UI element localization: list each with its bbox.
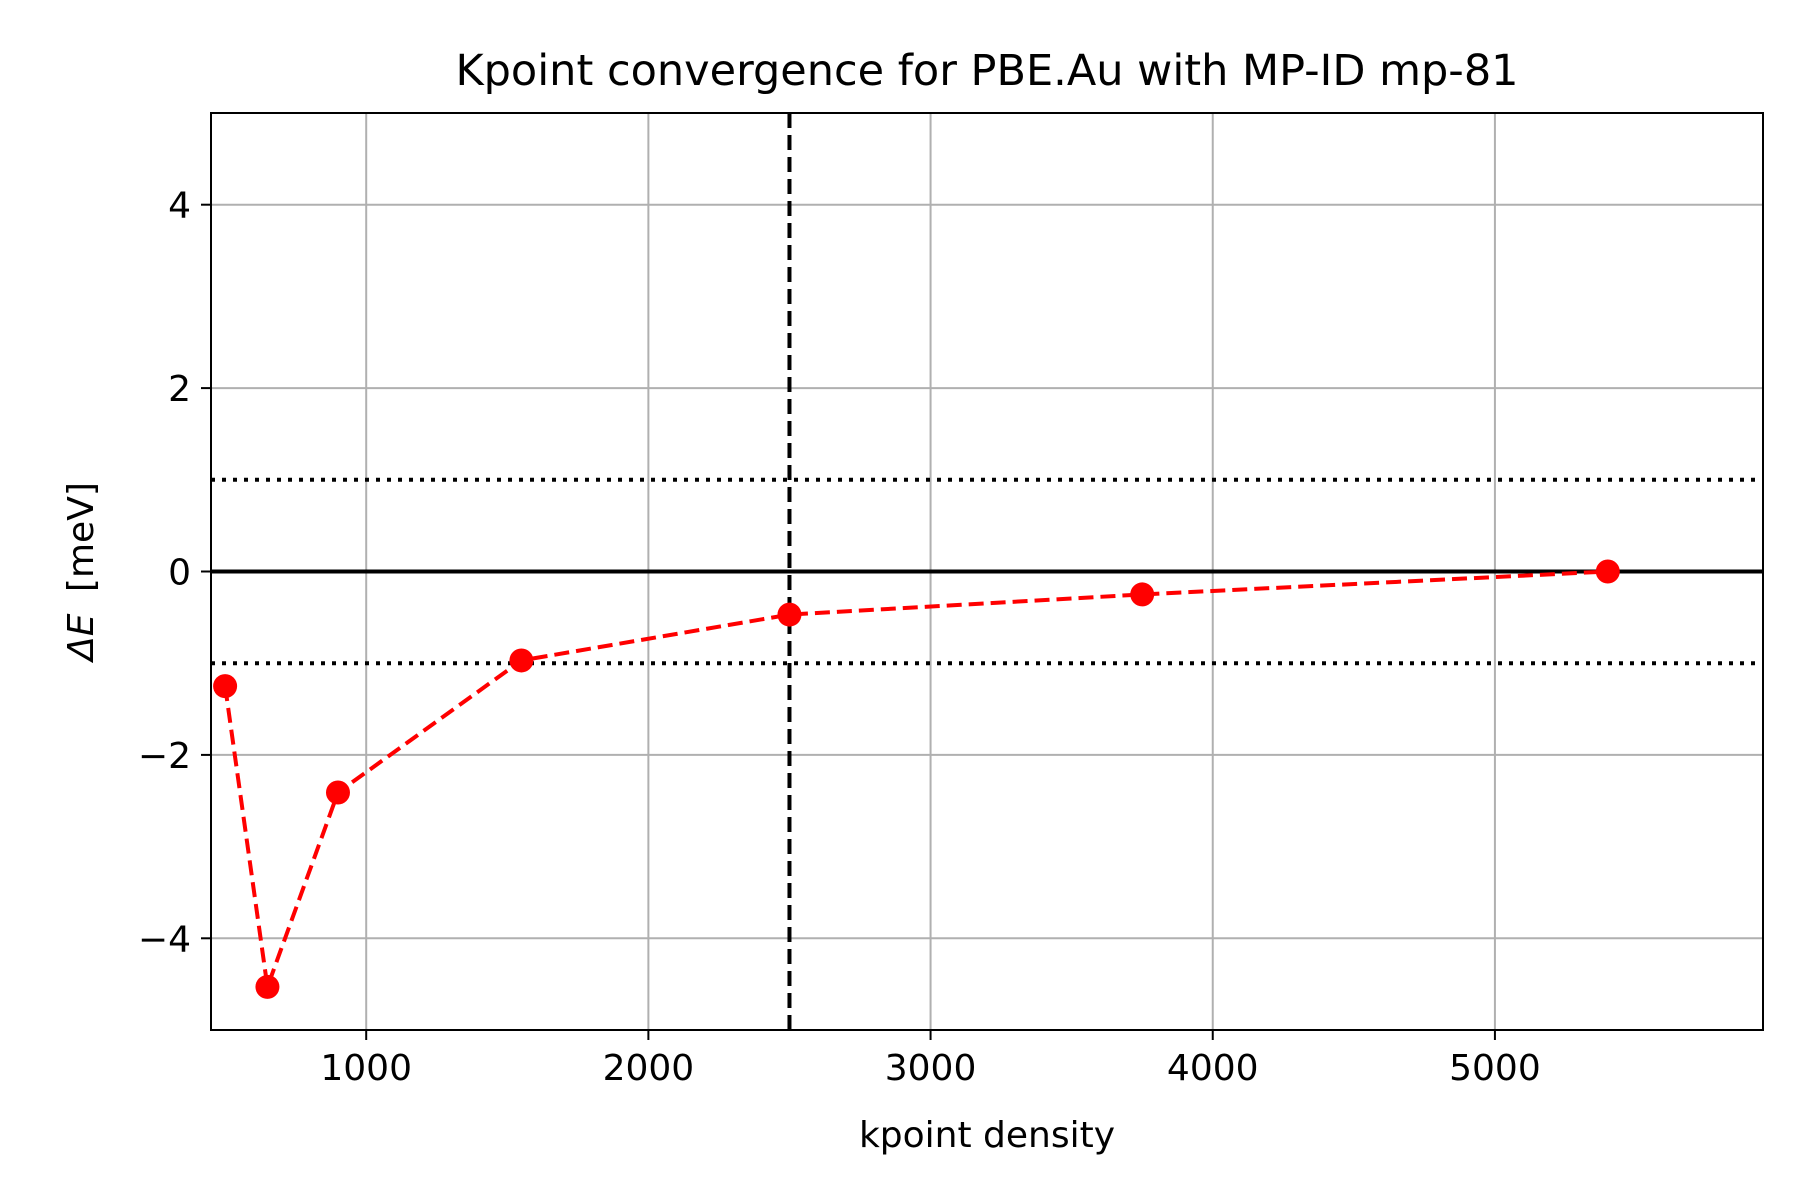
x-axis-title: kpoint density: [859, 1115, 1115, 1156]
reference-lines: [211, 113, 1763, 1030]
y-tick-label: 4: [168, 186, 191, 227]
y-tick-label: −2: [138, 736, 191, 777]
x-tick-label: 3000: [885, 1048, 977, 1089]
y-tick-label: 0: [168, 553, 191, 594]
y-axis-title: ΔE [meV]: [61, 482, 102, 664]
y-tick-label: −4: [138, 919, 191, 960]
x-tick-label: 2000: [603, 1048, 695, 1089]
chart-title: Kpoint convergence for PBE.Au with MP-ID…: [455, 46, 1518, 96]
y-axis-symbol: ΔE: [61, 613, 102, 664]
data-point: [777, 602, 802, 627]
y-tick-label: 2: [168, 369, 191, 410]
x-tick-label: 4000: [1167, 1048, 1259, 1089]
axis-ticks: 1000 2000 3000 4000 5000 −4 −2 0 2 4: [138, 186, 1541, 1089]
data-point: [325, 780, 350, 805]
data-point: [1130, 582, 1155, 607]
data-point: [213, 674, 238, 699]
data-point: [1595, 559, 1620, 584]
y-axis-unit: [meV]: [61, 482, 102, 592]
x-tick-label: 1000: [320, 1048, 412, 1089]
data-point: [509, 648, 534, 673]
x-tick-label: 5000: [1449, 1048, 1541, 1089]
data-point: [255, 974, 280, 999]
data-series: [213, 559, 1620, 999]
